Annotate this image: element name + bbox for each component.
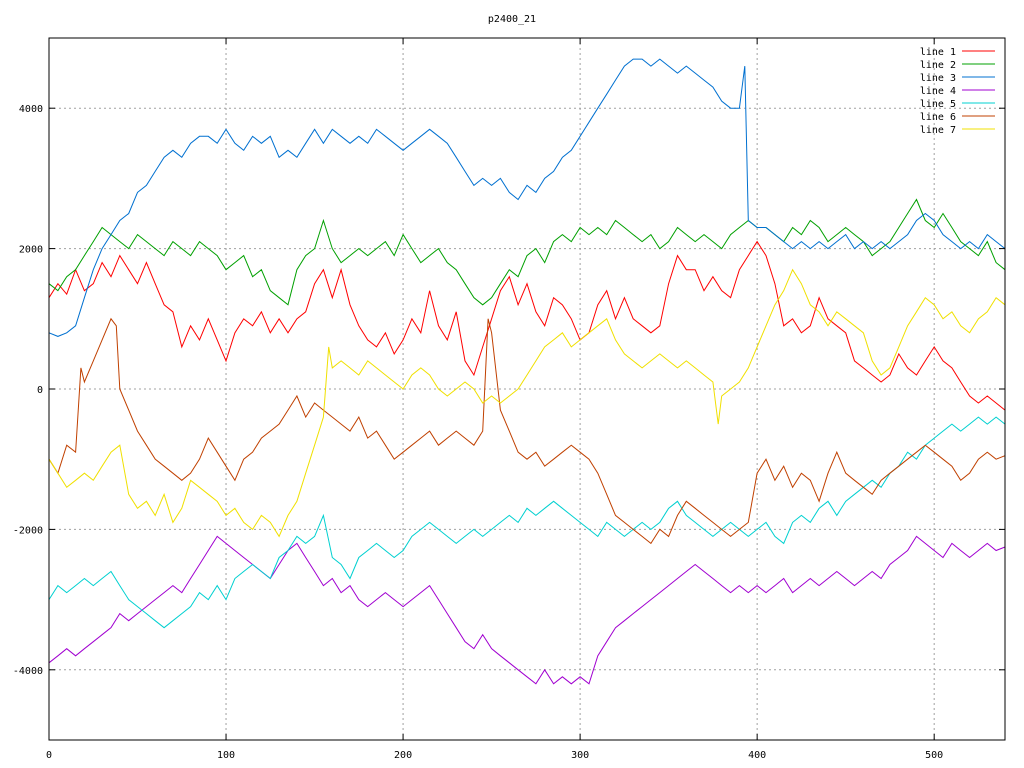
x-tick-label: 400 xyxy=(748,750,766,761)
series-line-5 xyxy=(48,416,1006,629)
y-tick-label: 0 xyxy=(37,385,43,396)
series-lines xyxy=(48,58,1006,685)
chart-title: p2400_21 xyxy=(488,14,536,25)
legend-label: line 7 xyxy=(920,125,956,136)
x-tick-label: 500 xyxy=(925,750,943,761)
y-tick-label: -4000 xyxy=(13,666,43,677)
x-tick-label: 200 xyxy=(394,750,412,761)
legend-label: line 1 xyxy=(920,47,956,58)
legend-label: line 3 xyxy=(920,73,956,84)
x-tick-label: 300 xyxy=(571,750,589,761)
x-axis-ticks: 0 100 200 300 400 500 xyxy=(46,38,943,761)
x-tick-label: 0 xyxy=(46,750,52,761)
grid-lines xyxy=(49,38,1005,740)
legend-label: line 5 xyxy=(920,99,956,110)
x-tick-label: 100 xyxy=(217,750,235,761)
series-line-1 xyxy=(48,240,1006,411)
plot-area-border xyxy=(48,37,1006,741)
legend-label: line 2 xyxy=(920,60,956,71)
series-line-4 xyxy=(48,535,1006,685)
y-tick-label: 4000 xyxy=(19,104,43,115)
legend-label: line 4 xyxy=(920,86,956,97)
series-line-2 xyxy=(48,198,1006,306)
y-tick-label: -2000 xyxy=(13,525,43,536)
series-line-3 xyxy=(48,58,1006,337)
series-line-7 xyxy=(48,268,1006,538)
y-axis-ticks: -4000 -2000 0 2000 4000 xyxy=(13,104,1005,677)
y-tick-label: 2000 xyxy=(19,245,43,256)
legend: line 1 line 2 line 3 line 4 line 5 line 6 line… xyxy=(920,47,995,136)
legend-label: line 6 xyxy=(920,112,956,123)
series-line-6 xyxy=(48,317,1006,545)
